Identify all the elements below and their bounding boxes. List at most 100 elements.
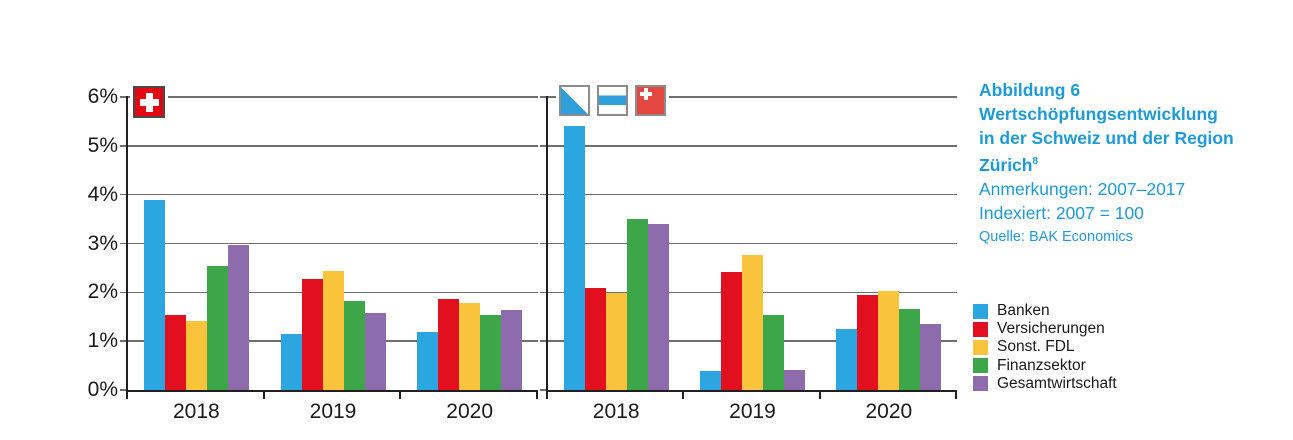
y-axis-tick (120, 193, 128, 196)
bar-sonst-fdl-2018 (185, 321, 207, 390)
y-axis-label: 2% (87, 280, 118, 304)
y-axis-tick (540, 242, 548, 245)
legend-label: Banken (997, 302, 1050, 320)
x-axis-tick (818, 392, 821, 399)
x-axis-tick (955, 392, 957, 399)
y-axis-tick (120, 242, 128, 245)
gridline-4pct (128, 193, 538, 196)
legend-item-finanzsektor: Finanzsektor (973, 357, 1117, 375)
bar-finanzsektor-2018 (206, 266, 228, 390)
x-axis-line (126, 390, 538, 392)
swiss-flag-chip (130, 83, 168, 121)
y-axis-tick (120, 389, 128, 391)
y-axis-label: 6% (87, 85, 118, 108)
y-axis-tick (120, 291, 128, 294)
y-axis-tick (540, 193, 548, 196)
gridline-4pct (548, 193, 957, 196)
x-axis-label-2019: 2019 (729, 400, 776, 423)
bar-gesamtwirtschaft-2018 (227, 244, 249, 390)
bar-finanzsektor-2018 (626, 219, 648, 390)
x-axis-label-2018: 2018 (592, 400, 640, 423)
x-axis-label-2019: 2019 (309, 400, 357, 423)
y-axis-tick (540, 145, 548, 147)
legend-swatch-icon (973, 339, 988, 355)
y-axis-line (126, 96, 128, 399)
bar-sonst-fdl-2019 (322, 271, 344, 390)
legend-item-banken: Banken (973, 302, 1117, 320)
zurich-flag-icon (559, 85, 590, 116)
bar-finanzsektor-2020 (899, 309, 921, 390)
gridline-3pct (548, 242, 957, 245)
bar-finanzsektor-2020 (480, 314, 502, 390)
bar-gesamtwirtschaft-2019 (364, 313, 386, 390)
figure-title-zuerich: Zürich (979, 154, 1033, 175)
y-axis-label: 1% (87, 329, 118, 353)
bar-sonst-fdl-2020 (459, 302, 481, 390)
y-axis-tick (540, 291, 548, 294)
bar-banken-2020 (417, 332, 439, 390)
source-note: Quelle: BAK Economics (979, 228, 1133, 245)
note-index: Indexiert: 2007 = 100 (979, 202, 1144, 223)
bar-versicherungen-2019 (721, 271, 742, 390)
region-zuerich-flags-chip (556, 82, 669, 119)
bar-gesamtwirtschaft-2018 (647, 224, 669, 390)
y-axis-label: 5% (87, 133, 118, 157)
x-axis-label-2020: 2020 (446, 400, 494, 423)
figure-title-line4: Zürich8 (979, 150, 1291, 177)
schwyz-flag-icon (635, 85, 666, 116)
x-axis-tick (262, 392, 265, 399)
y-axis-label: 4% (87, 182, 118, 206)
bar-banken-2020 (836, 329, 858, 390)
y-axis-tick (540, 340, 548, 342)
bar-versicherungen-2019 (301, 279, 323, 390)
y-axis-label: 3% (87, 231, 118, 255)
figure-title-line2: Wertschöpfungsentwicklung (979, 104, 1218, 124)
legend-swatch-icon (973, 303, 988, 319)
bar-gesamtwirtschaft-2019 (784, 370, 805, 390)
bar-versicherungen-2020 (857, 294, 879, 390)
bar-sonst-fdl-2019 (742, 255, 763, 390)
figure-number: Abbildung 6 (979, 80, 1081, 100)
y-axis-tick (540, 389, 548, 391)
schwyz-cross-icon (640, 92, 652, 96)
gridline-6pct (548, 96, 957, 98)
bar-banken-2018 (143, 199, 165, 390)
bar-banken-2019 (280, 333, 302, 390)
x-axis-tick (399, 392, 402, 399)
figure-title-line3: in der Schweiz und der Region (979, 128, 1234, 148)
legend-swatch-icon (973, 321, 988, 337)
gridline-6pct (128, 96, 538, 98)
gridline-5pct (128, 145, 538, 147)
gridline-3pct (128, 242, 538, 245)
bar-sonst-fdl-2020 (878, 291, 900, 390)
legend-item-sonst-fdl: Sonst. FDL (973, 338, 1117, 356)
legend-item-versicherungen: Versicherungen (973, 320, 1117, 338)
y-axis-tick (120, 145, 128, 147)
gridline-5pct (548, 145, 957, 147)
figure-caption: Abbildung 6 Wertschöpfungsentwicklung in… (979, 78, 1291, 249)
legend-item-gesamtwirtschaft: Gesamtwirtschaft (973, 375, 1117, 393)
bar-gesamtwirtschaft-2020 (501, 310, 523, 390)
bar-versicherungen-2018 (584, 287, 606, 390)
bar-banken-2019 (700, 371, 721, 390)
bar-versicherungen-2020 (438, 299, 460, 390)
bar-versicherungen-2018 (164, 314, 186, 390)
legend-label: Sonst. FDL (997, 338, 1075, 356)
bar-finanzsektor-2019 (343, 301, 365, 390)
y-axis-tick (120, 96, 128, 98)
legend-label: Gesamtwirtschaft (997, 374, 1117, 392)
legend-label: Finanzsektor (997, 356, 1086, 374)
y-axis-tick (120, 340, 128, 342)
bar-gesamtwirtschaft-2020 (920, 323, 942, 390)
y-axis-tick (540, 96, 548, 98)
x-axis-tick (682, 392, 685, 399)
note-period: Anmerkungen: 2007–2017 (979, 178, 1186, 199)
y-axis-line (546, 96, 548, 399)
bar-banken-2018 (563, 126, 585, 390)
switzerland-flag-icon (133, 86, 165, 118)
legend-label: Versicherungen (997, 320, 1105, 338)
bar-finanzsektor-2019 (763, 315, 784, 390)
chart-legend: Banken Versicherungen Sonst. FDL Finanzsekt… (973, 302, 1117, 393)
